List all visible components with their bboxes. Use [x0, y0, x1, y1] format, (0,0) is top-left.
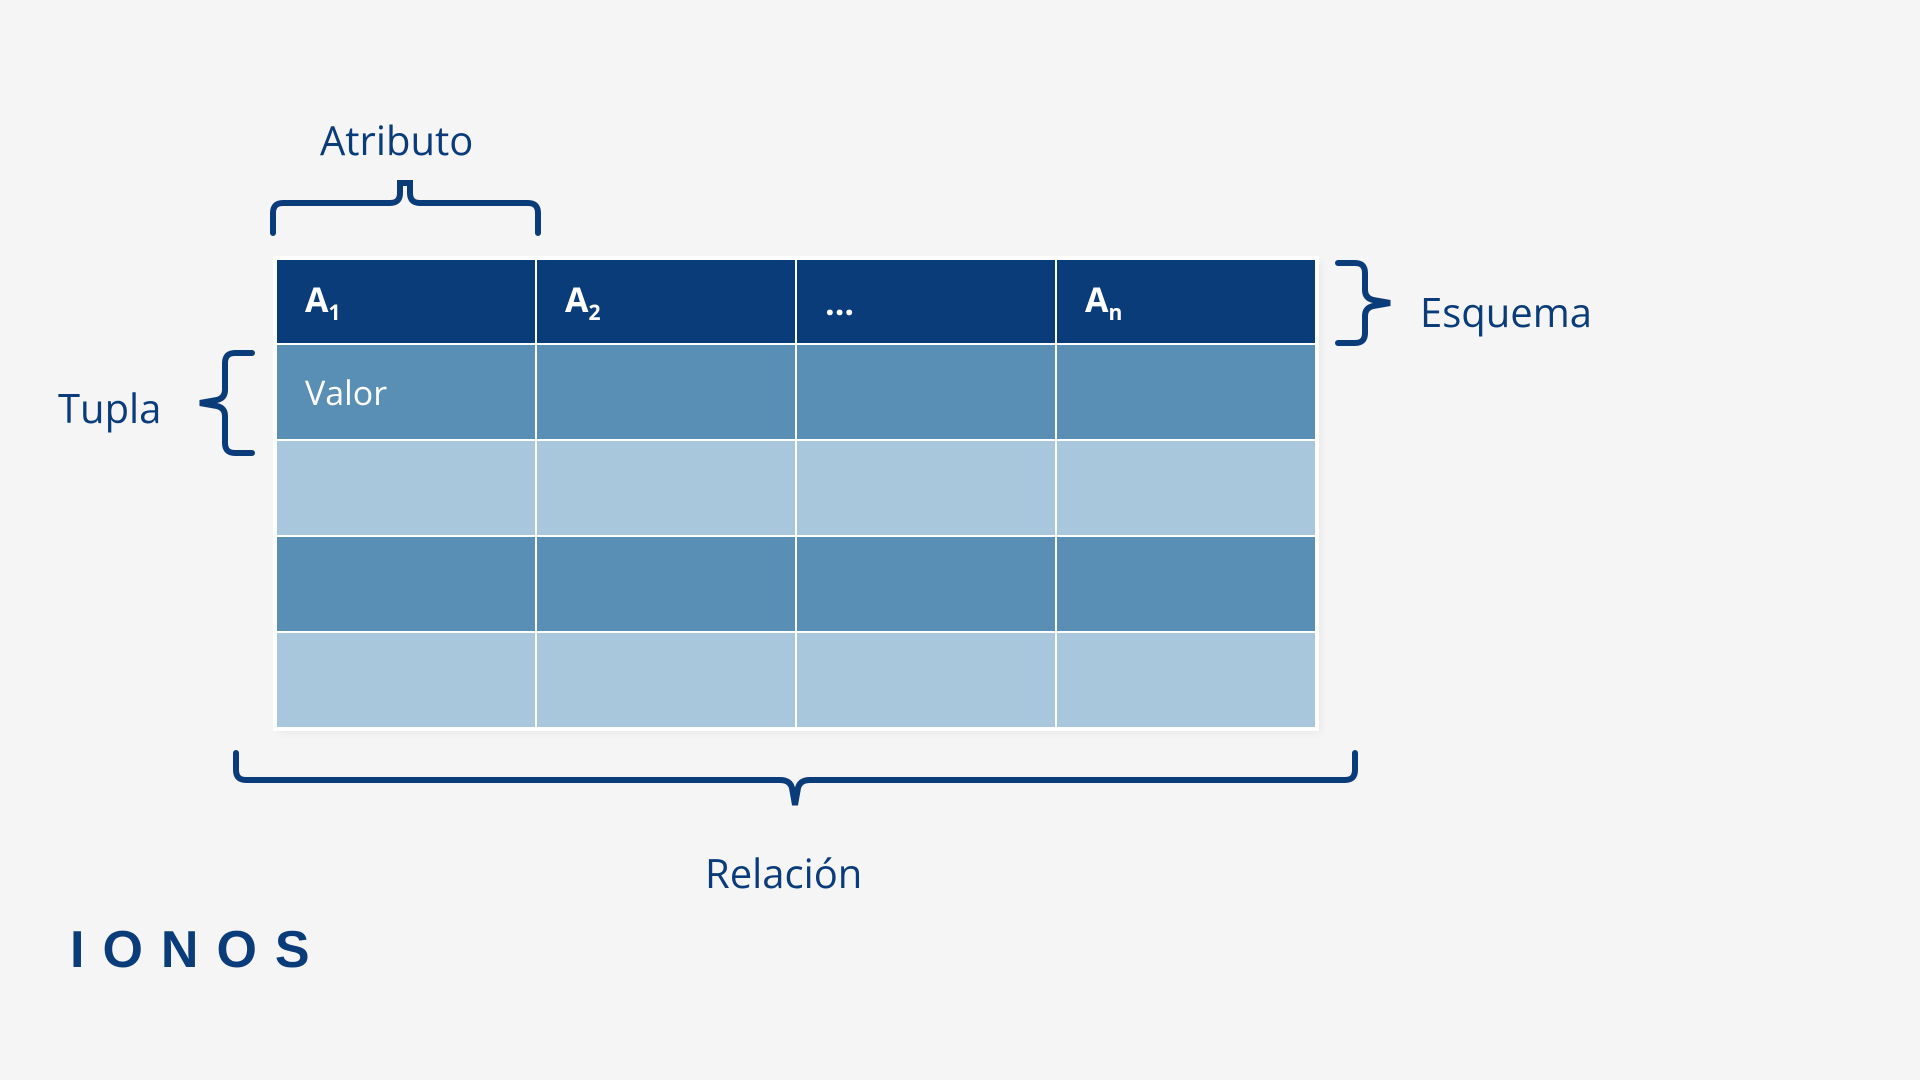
brace-atributo [268, 178, 543, 238]
table-row [276, 440, 1316, 536]
table-cell [796, 536, 1056, 632]
table-header-cell: A1 [276, 259, 536, 344]
table-cell [276, 536, 536, 632]
relation-table: A1A2...AnValor [275, 258, 1317, 729]
table-cell [1056, 536, 1316, 632]
table-cell: Valor [276, 344, 536, 440]
table-cell [796, 632, 1056, 728]
table-cell [1056, 344, 1316, 440]
table-cell [536, 344, 796, 440]
table-cell [536, 440, 796, 536]
table-header-cell: An [1056, 259, 1316, 344]
label-atributo: Atributo [320, 112, 473, 167]
label-esquema: Esquema [1420, 284, 1592, 339]
table-header-cell: A2 [536, 259, 796, 344]
brace-relacion [228, 745, 1363, 815]
label-relacion: Relación [705, 845, 862, 900]
table-cell [536, 632, 796, 728]
relation-table-wrap: A1A2...AnValor [275, 258, 1317, 729]
table-cell [276, 632, 536, 728]
table-cell [276, 440, 536, 536]
table-cell [1056, 440, 1316, 536]
diagram-canvas: Atributo Tupla Esquema Relación A1A2...A… [0, 0, 1920, 1080]
table-header-cell: ... [796, 259, 1056, 344]
brace-esquema [1330, 258, 1400, 348]
label-tupla: Tupla [58, 380, 161, 435]
ionos-logo: IONOS [70, 920, 328, 980]
table-cell [796, 440, 1056, 536]
table-row [276, 536, 1316, 632]
brace-tupla [190, 348, 260, 458]
table-row [276, 632, 1316, 728]
table-cell [536, 536, 796, 632]
table-row: Valor [276, 344, 1316, 440]
table-cell [1056, 632, 1316, 728]
table-cell [796, 344, 1056, 440]
table-header-row: A1A2...An [276, 259, 1316, 344]
